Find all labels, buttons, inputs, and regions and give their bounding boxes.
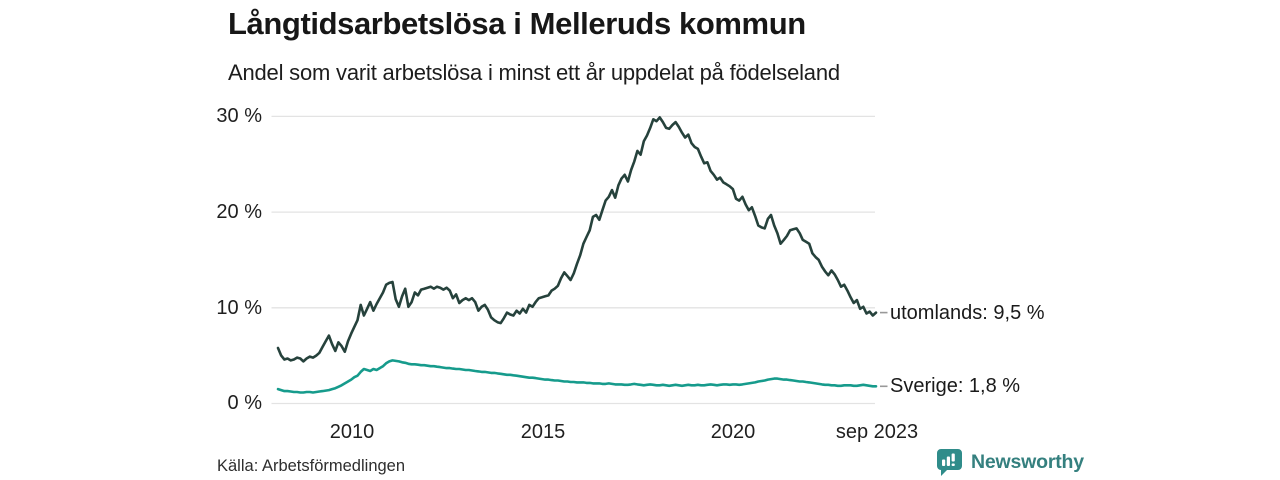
newsworthy-logo-text: Newsworthy <box>971 450 1084 473</box>
series-label-utomlands: utomlands: 9,5 % <box>890 301 1045 324</box>
x-axis-label-2020: 2020 <box>710 421 756 443</box>
newsworthy-logo-icon <box>937 449 962 476</box>
page-title: Långtidsarbetslösa i Melleruds kommun <box>228 6 806 41</box>
x-axis-label-2015: 2015 <box>520 421 566 443</box>
y-axis-label-20: 20 % <box>216 201 262 223</box>
x-axis-label-2010: 2010 <box>329 421 375 443</box>
y-axis-label-30: 30 % <box>216 105 262 127</box>
newsworthy-branding: Newsworthy <box>936 448 1084 476</box>
source-note: Källa: Arbetsförmedlingen <box>217 457 406 475</box>
page-subtitle: Andel som varit arbetslösa i minst ett å… <box>228 60 840 85</box>
sverige-line <box>276 359 878 394</box>
x-axis-label-sep2023: sep 2023 <box>835 421 919 443</box>
series-label-sverige: Sverige: 1,8 % <box>890 375 1021 398</box>
y-axis-label-0: 0 % <box>227 392 262 414</box>
y-axis-label-10: 10 % <box>216 297 262 319</box>
utomlands-line <box>276 116 878 363</box>
